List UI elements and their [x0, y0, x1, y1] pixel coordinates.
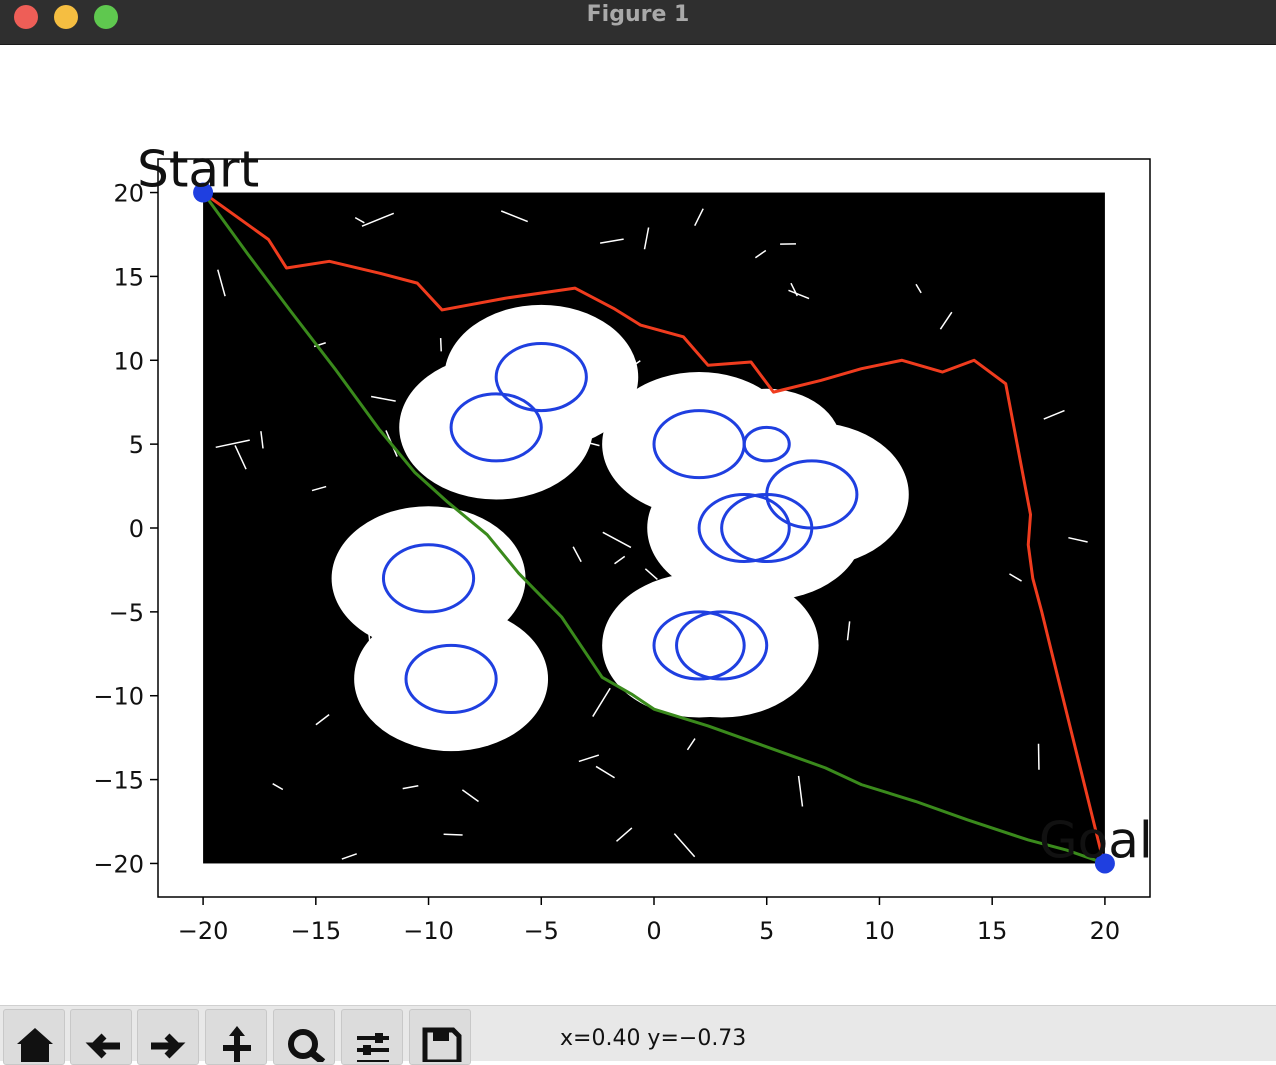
x-tick-label: 5: [759, 917, 774, 945]
window-title: Figure 1: [0, 2, 1276, 27]
home-icon: [13, 1022, 57, 1062]
save-button[interactable]: [409, 1009, 471, 1065]
arrow-right-icon: [147, 1022, 191, 1062]
x-tick-label: 10: [864, 917, 895, 945]
y-tick-label: 0: [129, 515, 144, 543]
tree-gap: [444, 834, 463, 835]
x-tick-label: −5: [524, 917, 559, 945]
x-tick-label: 20: [1090, 917, 1121, 945]
x-tick-label: 0: [646, 917, 661, 945]
sliders-icon: [351, 1022, 395, 1062]
home-button[interactable]: [3, 1009, 65, 1065]
cursor-coordinates: x=0.40 y=−0.73: [560, 1026, 746, 1051]
floppy-disk-icon: [419, 1022, 463, 1062]
move-icon: [215, 1022, 259, 1062]
y-tick-label: 5: [129, 431, 144, 459]
y-tick-label: −15: [93, 767, 144, 795]
y-tick-label: 10: [113, 347, 144, 375]
x-tick-label: 15: [977, 917, 1008, 945]
magnifier-icon: [283, 1022, 327, 1062]
y-tick-label: −10: [93, 683, 144, 711]
tree-gap: [441, 338, 442, 351]
arrow-left-icon: [80, 1022, 124, 1062]
zoom-button[interactable]: [273, 1009, 335, 1065]
x-tick-label: −15: [290, 917, 341, 945]
y-tick-label: −5: [109, 599, 144, 627]
configure-subplots-button[interactable]: [341, 1009, 403, 1065]
goal-annotation: Goal: [1039, 811, 1153, 869]
start-annotation: Start: [137, 141, 259, 199]
x-tick-label: −20: [178, 917, 229, 945]
pan-button[interactable]: [205, 1009, 267, 1065]
y-tick-label: −20: [93, 850, 144, 878]
back-button[interactable]: [70, 1009, 132, 1065]
navigation-toolbar: x=0.40 y=−0.73: [0, 1005, 1276, 1061]
obstacle-clearance: [354, 607, 548, 751]
window-titlebar: Figure 1: [0, 0, 1276, 45]
y-tick-label: 15: [113, 263, 144, 291]
forward-button[interactable]: [137, 1009, 199, 1065]
x-tick-label: −10: [403, 917, 454, 945]
